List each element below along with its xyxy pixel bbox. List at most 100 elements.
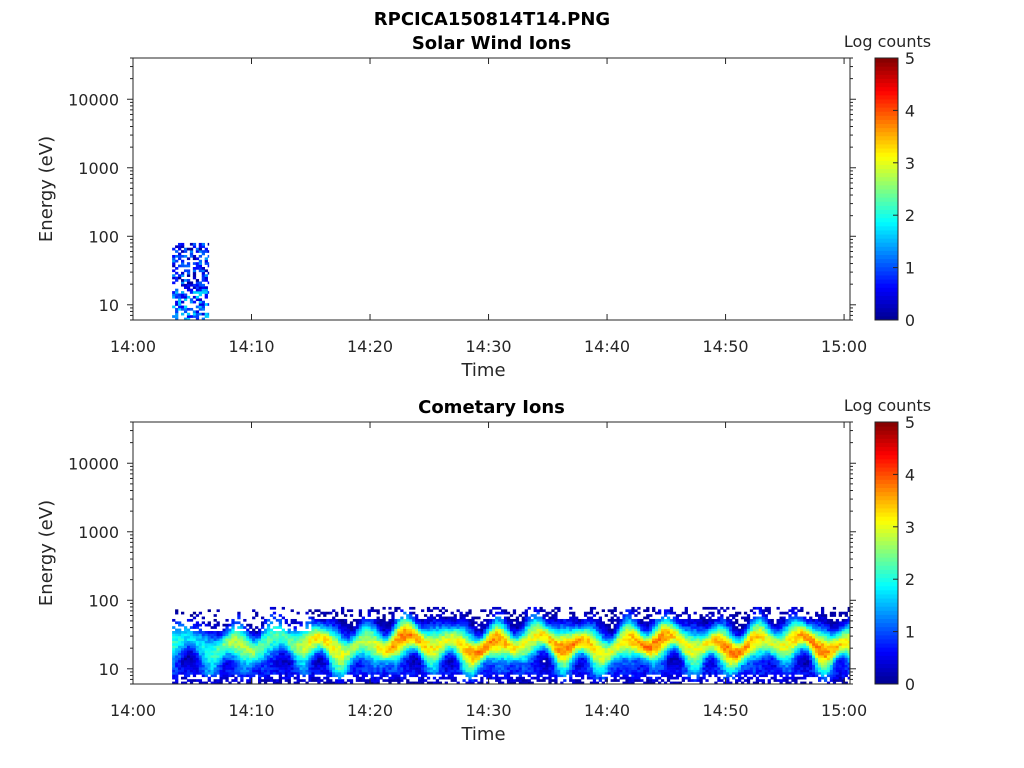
heatmap-cell [527, 638, 531, 641]
heatmap-cell [349, 628, 354, 632]
heatmap-cell [237, 611, 241, 615]
heatmap-cell [172, 674, 176, 678]
heatmap-cell [415, 657, 419, 661]
heatmap-cell [622, 638, 626, 641]
colorbar-segment [875, 82, 898, 88]
heatmap-cell [450, 638, 454, 641]
heatmap-cell [172, 676, 176, 680]
heatmap-cell [666, 645, 671, 649]
heatmap-cell [675, 640, 680, 644]
heatmap-cell [385, 650, 389, 653]
heatmap-cell [420, 631, 425, 634]
heatmap-cell [385, 626, 389, 629]
heatmap-cell [468, 635, 472, 639]
heatmap-cell [415, 664, 419, 668]
heatmap-cell [545, 633, 549, 637]
heatmap-cell [201, 667, 205, 670]
heatmap-cell [566, 628, 570, 632]
heatmap-cell [563, 674, 567, 678]
heatmap-cell [178, 252, 182, 256]
heatmap-cell [693, 657, 697, 661]
heatmap-cell [394, 623, 398, 627]
heatmap-cell [302, 669, 306, 673]
heatmap-cell [646, 657, 650, 661]
heatmap-cell [693, 621, 697, 625]
heatmap-cell [432, 626, 437, 629]
colorbar-segment [875, 209, 898, 215]
heatmap-cell [255, 655, 259, 658]
heatmap-cell [684, 623, 688, 627]
heatmap-cell [382, 657, 386, 661]
heatmap-cell [213, 633, 217, 637]
heatmap-cell [521, 657, 525, 661]
heatmap-cell [575, 645, 579, 649]
heatmap-cell [687, 650, 691, 653]
heatmap-cell [554, 626, 558, 629]
heatmap-cell [474, 652, 478, 656]
heatmap-cell [536, 638, 540, 641]
heatmap-cell [575, 618, 579, 622]
heatmap-cell [423, 614, 428, 617]
heatmap-cell [669, 681, 674, 685]
heatmap-cell [560, 640, 564, 644]
heatmap-cell [518, 664, 523, 668]
heatmap-cell [637, 633, 641, 637]
heatmap-cell [349, 635, 354, 639]
heatmap-cell [521, 671, 525, 675]
heatmap-cell [521, 611, 525, 615]
heatmap-cell [539, 633, 543, 637]
heatmap-cell [613, 628, 617, 632]
heatmap-cell [335, 650, 339, 653]
heatmap-cell [346, 662, 351, 666]
heatmap-cell [663, 647, 668, 651]
heatmap-cell [666, 633, 671, 637]
heatmap-cell [376, 655, 380, 658]
heatmap-cell [219, 640, 223, 644]
heatmap-cell [489, 635, 493, 639]
heatmap-cell [675, 643, 680, 646]
heatmap-cell [572, 638, 576, 641]
heatmap-cell [192, 647, 197, 651]
heatmap-cell [495, 606, 499, 610]
heatmap-cell [468, 681, 472, 685]
heatmap-cell [453, 621, 457, 625]
heatmap-cell [219, 631, 223, 634]
heatmap-cell [293, 618, 297, 622]
heatmap-cell [492, 606, 496, 610]
heatmap-cell [666, 621, 671, 625]
heatmap-cell [669, 623, 674, 627]
heatmap-cell [572, 650, 576, 653]
heatmap-cell [358, 631, 363, 634]
heatmap-cell [589, 611, 594, 615]
heatmap-cell [524, 650, 528, 653]
heatmap-cell [189, 650, 194, 653]
heatmap-cell [406, 664, 410, 668]
heatmap-cell [400, 652, 404, 656]
heatmap-cell [210, 645, 214, 649]
heatmap-cell [281, 650, 285, 653]
heatmap-cell [610, 674, 614, 678]
heatmap-cell [364, 667, 368, 670]
heatmap-cell [314, 657, 318, 661]
heatmap-cell [400, 662, 404, 666]
heatmap-cell [658, 662, 662, 666]
heatmap-cell [672, 638, 677, 641]
heatmap-cell [637, 657, 641, 661]
heatmap-cell [388, 657, 392, 661]
heatmap-cell [412, 681, 416, 685]
heatmap-cell [554, 635, 558, 639]
colorbar-box [874, 57, 899, 321]
heatmap-cell [305, 631, 309, 634]
heatmap-cell [492, 621, 496, 625]
heatmap-cell [183, 635, 188, 639]
heatmap-cell [580, 640, 585, 644]
heatmap-cell [225, 623, 229, 627]
heatmap-cell [186, 618, 191, 622]
heatmap-cell [628, 618, 632, 622]
heatmap-cell [637, 674, 641, 678]
heatmap-cell [643, 628, 647, 632]
heatmap-cell [308, 669, 312, 673]
colorbar-segment [875, 287, 898, 292]
heatmap-cell [613, 614, 617, 617]
heatmap-cell [272, 631, 277, 634]
